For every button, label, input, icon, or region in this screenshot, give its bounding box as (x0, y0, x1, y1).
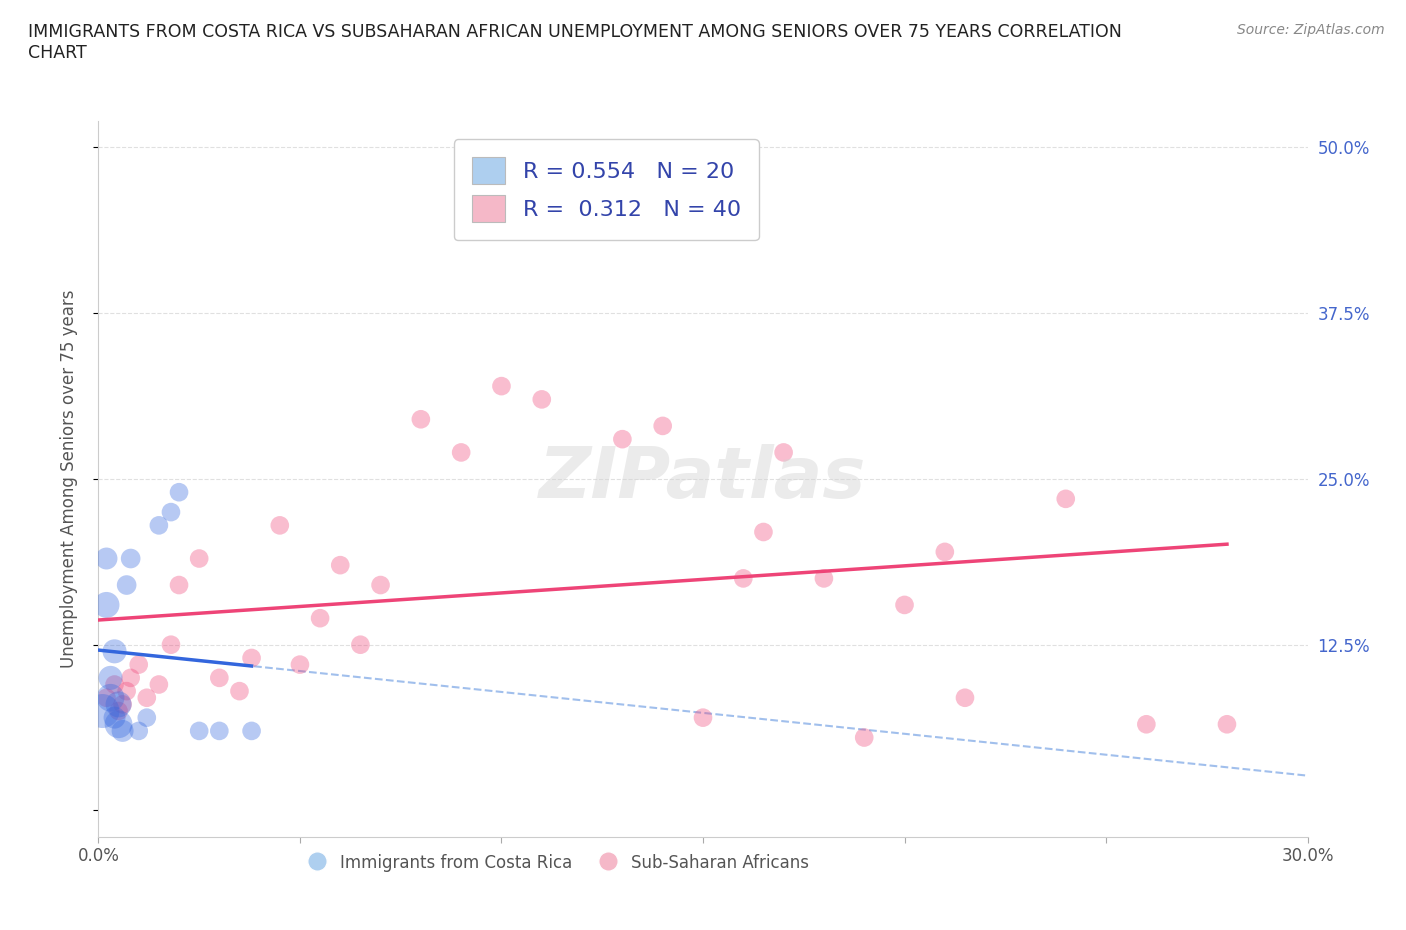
Point (96, 551, 118, 566)
Point (240, 724, 263, 738)
Point (167, 485, 190, 499)
Point (530, 392, 553, 406)
Point (450, 445, 472, 459)
Point (107, 697, 129, 711)
Point (1054, 491, 1077, 506)
Point (228, 684, 250, 698)
Point (96, 690, 118, 705)
Point (128, 658, 150, 672)
Point (188, 724, 211, 738)
Point (571, 219, 593, 234)
Point (160, 637, 183, 652)
Point (612, 432, 634, 446)
Point (349, 637, 371, 652)
Point (208, 724, 231, 738)
Y-axis label: Unemployment Among Seniors over 75 years: Unemployment Among Seniors over 75 years (59, 290, 77, 668)
Point (269, 518, 291, 533)
Point (167, 578, 190, 592)
Point (188, 551, 211, 566)
Text: Source: ZipAtlas.com: Source: ZipAtlas.com (1237, 23, 1385, 37)
Point (934, 544, 956, 559)
Point (772, 445, 794, 459)
Point (115, 684, 138, 698)
Point (1135, 717, 1157, 732)
Point (370, 578, 392, 592)
Point (893, 597, 915, 612)
Point (120, 551, 142, 566)
Point (120, 671, 142, 685)
Point (329, 558, 352, 573)
Point (651, 418, 673, 433)
Point (148, 518, 170, 533)
Point (111, 697, 134, 711)
Point (953, 690, 976, 705)
Point (288, 658, 311, 672)
Point (240, 651, 263, 666)
Point (148, 677, 170, 692)
Point (692, 711, 714, 725)
Point (491, 379, 513, 393)
Point (91, 704, 114, 719)
Legend: Immigrants from Costa Rica, Sub-Saharan Africans: Immigrants from Costa Rica, Sub-Saharan … (301, 847, 815, 879)
Point (1216, 717, 1239, 732)
Point (96, 597, 118, 612)
Point (752, 525, 775, 539)
Point (100, 690, 122, 705)
Point (103, 711, 125, 725)
Point (208, 671, 231, 685)
Point (409, 412, 432, 427)
Point (309, 611, 332, 626)
Point (103, 644, 125, 658)
Point (135, 711, 157, 725)
Point (103, 677, 125, 692)
Point (813, 571, 835, 586)
Point (107, 717, 129, 732)
Point (853, 730, 876, 745)
Point (135, 690, 157, 705)
Point (128, 724, 150, 738)
Point (115, 578, 138, 592)
Point (107, 704, 129, 719)
Point (111, 724, 134, 738)
Text: ZIPatlas: ZIPatlas (540, 445, 866, 513)
Point (733, 571, 755, 586)
Point (100, 671, 122, 685)
Point (160, 505, 183, 520)
Text: IMMIGRANTS FROM COSTA RICA VS SUBSAHARAN AFRICAN UNEMPLOYMENT AMONG SENIORS OVER: IMMIGRANTS FROM COSTA RICA VS SUBSAHARAN… (28, 23, 1122, 62)
